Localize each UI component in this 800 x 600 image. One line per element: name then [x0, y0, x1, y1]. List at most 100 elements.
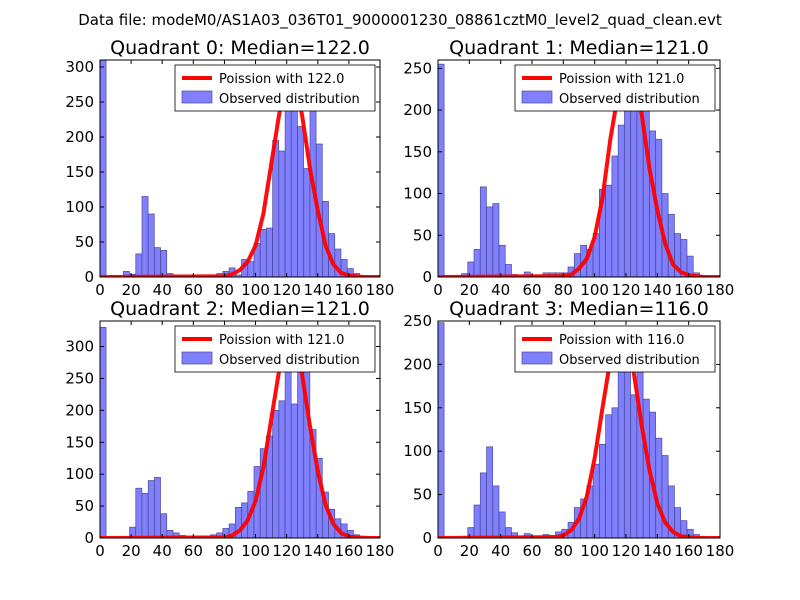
- histogram-bar: [438, 63, 445, 277]
- subplot-title: Quadrant 1: Median=121.0: [449, 37, 709, 59]
- histogram-bar: [340, 259, 348, 277]
- x-tick-label: 60: [522, 281, 541, 299]
- histogram-bar: [498, 511, 506, 538]
- x-tick-label: 160: [674, 542, 703, 560]
- subplot-title: Quadrant 0: Median=122.0: [110, 37, 370, 59]
- y-tick-label: 300: [65, 58, 94, 76]
- x-tick-label: 80: [554, 281, 573, 299]
- x-tick-label: 0: [433, 542, 443, 560]
- x-tick-label: 180: [366, 542, 395, 560]
- x-tick-label: 180: [366, 281, 395, 299]
- histogram-bar: [135, 487, 143, 538]
- x-tick-label: 60: [184, 281, 203, 299]
- y-tick-label: 0: [422, 529, 432, 547]
- histogram-bar: [141, 196, 149, 277]
- histogram-bar: [611, 407, 619, 538]
- x-tick-label: 180: [706, 281, 735, 299]
- y-tick-label: 50: [413, 226, 432, 244]
- histogram-bar: [303, 346, 311, 538]
- y-tick-label: 250: [403, 59, 432, 77]
- y-tick-label: 250: [65, 369, 94, 387]
- histogram-bar: [479, 472, 487, 538]
- y-tick-label: 100: [403, 185, 432, 203]
- x-tick-label: 160: [674, 281, 703, 299]
- legend: Poission with 121.0 Observed distribution: [514, 64, 716, 112]
- histogram-bar: [278, 150, 286, 277]
- subplot-title: Quadrant 2: Median=121.0: [110, 298, 370, 320]
- histogram-bar: [492, 485, 500, 538]
- histogram-bar: [346, 268, 354, 277]
- x-tick-label: 180: [706, 542, 735, 560]
- y-tick-label: 250: [403, 312, 432, 330]
- histogram-bar: [141, 492, 149, 538]
- x-tick-label: 120: [612, 281, 641, 299]
- axes-frame: [99, 59, 381, 278]
- histogram-bar: [611, 155, 619, 277]
- legend-label-fit: Poission with 121.0: [219, 333, 344, 348]
- x-tick-label: 0: [95, 281, 105, 299]
- y-tick-label: 200: [65, 401, 94, 419]
- x-tick-label: 40: [153, 542, 172, 560]
- axes-frame: [437, 59, 721, 278]
- x-tick-label: 120: [612, 542, 641, 560]
- x-tick-label: 80: [554, 542, 573, 560]
- histogram-bar: [100, 327, 107, 538]
- histogram-bar: [284, 352, 292, 538]
- x-tick-label: 100: [580, 281, 609, 299]
- y-tick-label: 300: [65, 338, 94, 356]
- histogram-bar: [147, 480, 155, 538]
- y-tick-label: 250: [65, 93, 94, 111]
- figure-suptitle: Data file: modeM0/AS1A03_036T01_90000012…: [78, 11, 722, 30]
- histogram-bar: [154, 477, 161, 538]
- histogram-bar: [247, 261, 255, 277]
- x-tick-label: 20: [460, 281, 479, 299]
- histogram-bar: [266, 227, 273, 277]
- legend-label-fit: Poission with 121.0: [559, 72, 684, 87]
- y-tick-label: 50: [75, 233, 94, 251]
- y-tick-label: 200: [403, 101, 432, 119]
- x-tick-label: 160: [335, 281, 364, 299]
- histogram-bar: [686, 528, 694, 538]
- plot-area: [100, 327, 380, 538]
- x-tick-label: 80: [215, 281, 234, 299]
- histogram-bar: [599, 443, 606, 538]
- x-tick-label: 60: [184, 542, 203, 560]
- subplot-quadrant-1: 0 20 40 60 80 100 120 140 160 180050100150200250Q…: [403, 37, 734, 299]
- histogram-bar: [617, 359, 625, 538]
- legend-bar-swatch: [181, 351, 213, 365]
- histogram-bar: [655, 437, 663, 538]
- histogram-bar: [617, 124, 625, 277]
- histogram-bar: [467, 261, 475, 277]
- x-tick-label: 0: [433, 281, 443, 299]
- subplot-quadrant-0: 0 20 40 60 80 100 120 140 160 1800501001502002503…: [65, 37, 394, 299]
- histogram-bar: [605, 184, 613, 277]
- histogram-bar: [259, 229, 267, 277]
- x-tick-label: 40: [491, 281, 510, 299]
- axes-frame: [99, 320, 381, 539]
- x-tick-label: 100: [241, 542, 270, 560]
- histogram-bar: [630, 88, 638, 277]
- x-tick-label: 140: [303, 281, 332, 299]
- histogram-bar: [473, 249, 481, 277]
- histogram-bar: [160, 513, 168, 538]
- x-tick-label: 20: [460, 542, 479, 560]
- histogram-bar: [147, 213, 155, 277]
- x-tick-label: 140: [643, 281, 672, 299]
- subplot-grid: 0 20 40 60 80 100 120 140 160 1800501001502002503…: [65, 37, 734, 560]
- histogram-bar: [624, 368, 631, 538]
- legend: Poission with 116.0 Observed distribution: [514, 325, 716, 373]
- y-tick-label: 150: [65, 433, 94, 451]
- histogram-bar: [290, 93, 298, 277]
- histogram-bar: [486, 206, 494, 277]
- legend-label-observed: Observed distribution: [219, 353, 360, 368]
- y-tick-label: 200: [403, 355, 432, 373]
- y-tick-label: 0: [84, 529, 94, 547]
- histogram-bar: [272, 410, 280, 538]
- legend-label-observed: Observed distribution: [559, 92, 700, 107]
- x-tick-label: 100: [241, 281, 270, 299]
- x-tick-label: 140: [303, 542, 332, 560]
- histogram-bar: [278, 400, 286, 538]
- histogram-bar: [686, 255, 694, 277]
- x-tick-label: 120: [272, 542, 301, 560]
